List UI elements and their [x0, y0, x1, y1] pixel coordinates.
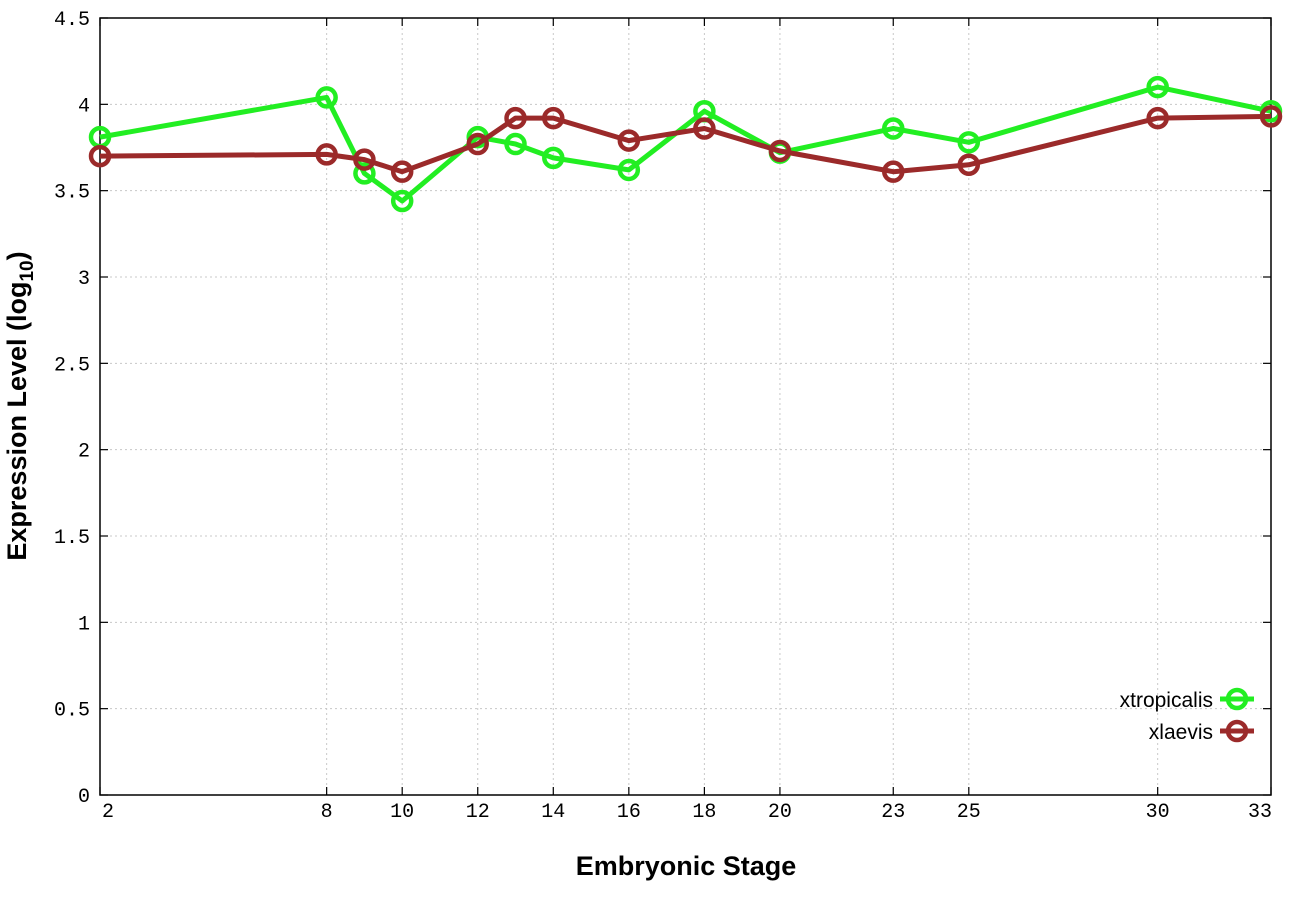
data-point-xtropicalis [542, 146, 565, 170]
legend: xtropicalis xlaevis [1120, 687, 1254, 744]
y-tick-label: 0.5 [54, 700, 90, 723]
x-tick-label: 33 [1248, 801, 1272, 824]
legend-swatch-marker [1225, 719, 1249, 743]
data-point-xlaevis [882, 160, 905, 183]
y-axis-title: Expression Level (log10) [2, 251, 38, 560]
y-tick-label: 3 [78, 268, 90, 291]
grid-lines [100, 18, 1271, 795]
x-tick-label: 12 [466, 801, 490, 824]
data-point-xtropicalis [353, 162, 376, 185]
x-tick-label: 20 [768, 801, 792, 824]
data-point-xlaevis [353, 148, 376, 171]
series-line-xlaevis [99, 113, 1272, 175]
data-point-xtropicalis [1146, 75, 1169, 99]
y-tick-label: 4 [78, 95, 90, 118]
y-axis-title-close: ) [2, 251, 32, 260]
x-tick-label: 2 [102, 801, 114, 824]
series-group [88, 75, 1283, 213]
data-point-xtropicalis [315, 86, 338, 109]
data-point-xlaevis [1259, 105, 1283, 128]
plot-frame [99, 17, 1272, 796]
data-point-xtropicalis [390, 189, 414, 213]
x-axis-title: Embryonic Stage [576, 851, 797, 881]
y-tick-label: 1.5 [54, 527, 90, 550]
y-tick-label: 0 [78, 786, 90, 809]
y-tick-label: 3.5 [54, 182, 90, 205]
data-point-xlaevis [542, 106, 565, 130]
x-tick-label: 10 [390, 801, 414, 824]
legend-swatch-marker [1225, 687, 1249, 711]
legend-item-xlaevis: xlaevis [1149, 719, 1254, 744]
legend-label: xlaevis [1149, 721, 1213, 744]
legend-label: xtropicalis [1120, 689, 1213, 712]
x-tick-label: 16 [617, 801, 641, 824]
x-tick-label: 8 [321, 801, 333, 824]
y-tick-label: 1 [78, 613, 90, 636]
data-point-xtropicalis [504, 132, 527, 156]
axis-ticks: 0 0.5 1 1.5 2 2.5 3 3.5 4 4.5 2 8 10 12 14 16 18 20 23 25 30… [54, 9, 1272, 824]
x-tick-label: 30 [1146, 801, 1170, 824]
data-point-xlaevis [88, 144, 112, 168]
data-point-xlaevis [768, 139, 792, 163]
data-point-xlaevis [504, 106, 527, 130]
y-tick-label: 2 [78, 441, 90, 464]
data-point-xlaevis [957, 153, 981, 177]
y-axis-title-main: Expression Level (log [2, 282, 32, 561]
data-point-xlaevis [1146, 106, 1169, 130]
y-tick-label: 4.5 [54, 9, 90, 32]
y-axis-title-subscript: 10 [17, 260, 38, 281]
data-point-xtropicalis [957, 131, 981, 154]
data-point-xlaevis [315, 143, 338, 166]
x-tick-label: 23 [881, 801, 905, 824]
y-tick-label: 2.5 [54, 354, 90, 377]
data-point-xtropicalis [617, 158, 641, 182]
data-point-xlaevis [390, 160, 414, 183]
data-point-xlaevis [693, 117, 716, 140]
data-point-xlaevis [617, 129, 641, 152]
x-tick-label: 18 [692, 801, 716, 824]
data-point-xlaevis [466, 132, 489, 156]
x-tick-label: 14 [541, 801, 565, 824]
data-point-xtropicalis [882, 117, 905, 140]
legend-item-xtropicalis: xtropicalis [1120, 687, 1254, 712]
x-tick-label: 25 [957, 801, 981, 824]
